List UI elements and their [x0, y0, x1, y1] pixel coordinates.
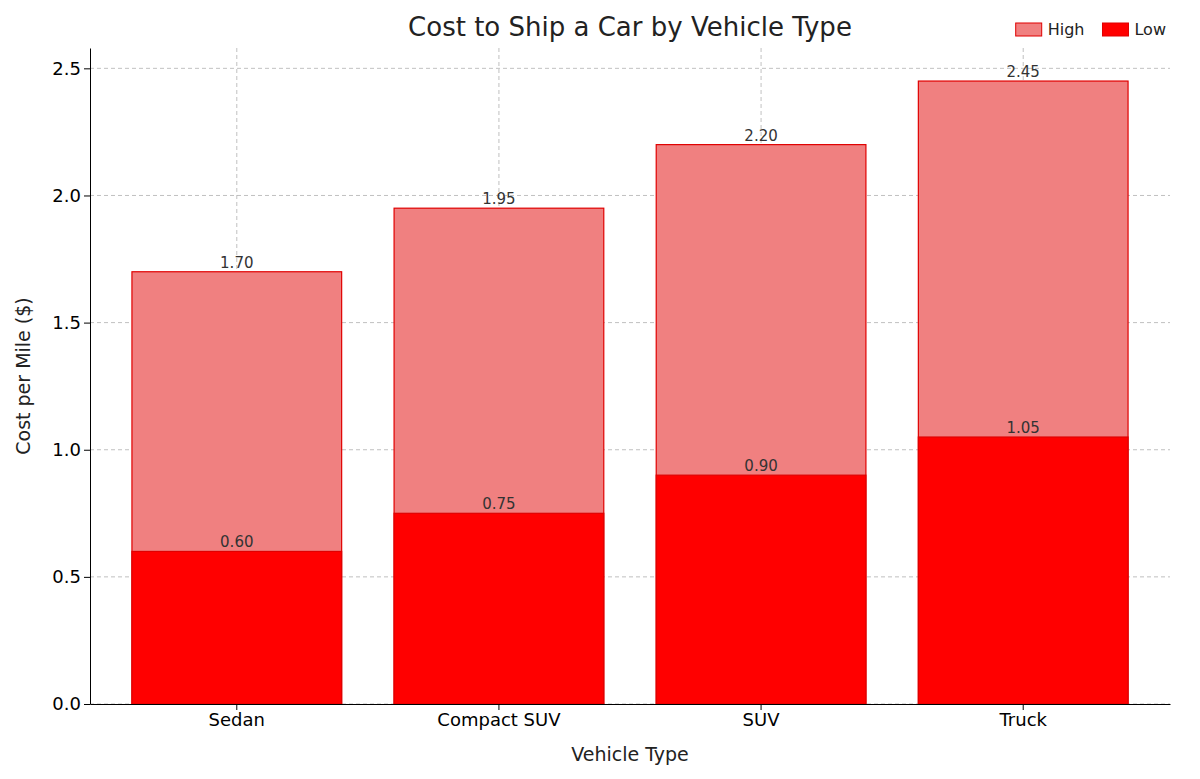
x-tick-label: Compact SUV: [437, 709, 561, 730]
legend: High Low: [1016, 20, 1166, 39]
data-label: 1.05: [1007, 419, 1040, 437]
bar: [656, 475, 866, 704]
bar: [656, 145, 866, 704]
y-tick-label: 2.5: [52, 58, 81, 79]
x-tick-label: Sedan: [209, 709, 265, 730]
y-tick: 2.5: [52, 58, 90, 79]
data-label: 0.90: [744, 457, 777, 475]
x-axis-title: Vehicle Type: [571, 743, 689, 765]
legend-label: Low: [1134, 20, 1166, 39]
y-tick-mark: [84, 704, 90, 705]
y-tick-label: 0.0: [52, 693, 81, 714]
y-tick: 1.0: [52, 439, 90, 460]
bar: [394, 513, 604, 704]
y-tick: 0.5: [52, 566, 90, 587]
y-tick-label: 1.0: [52, 439, 81, 460]
x-tick: Compact SUV: [437, 704, 561, 730]
legend-item: High: [1016, 20, 1085, 39]
x-axis: Sedan Compact SUV SUV Truck: [91, 704, 1171, 730]
x-tick: Sedan: [209, 704, 265, 730]
data-labels: 1.70 1.95 2.20 2.45 0.60 0.75 0.90 1.05: [220, 63, 1040, 551]
data-label: 2.45: [1007, 63, 1040, 81]
y-axis-line: [90, 49, 91, 705]
legend-item: Low: [1102, 20, 1166, 39]
grid: [90, 48, 1170, 704]
y-tick-mark: [84, 68, 90, 69]
bar: [394, 208, 604, 704]
y-axis: 0.0 0.5 1.0 1.5 2.0 2.5: [52, 49, 90, 715]
y-tick-mark: [84, 450, 90, 451]
x-tick-label: Truck: [998, 709, 1047, 730]
data-label: 0.75: [482, 495, 515, 513]
title: Cost to Ship a Car by Vehicle Type: [408, 12, 852, 42]
bar: [918, 437, 1128, 704]
plot: 1.70 1.95 2.20 2.45 0.60 0.75 0.90 1.05 0.0 0.5 1.…: [52, 48, 1170, 730]
data-label: 1.95: [482, 190, 515, 208]
y-tick-label: 1.5: [52, 312, 81, 333]
data-label: 1.70: [220, 254, 253, 272]
bar: [132, 272, 342, 704]
legend-swatch: [1016, 23, 1042, 36]
y-tick: 0.0: [52, 693, 90, 714]
x-tick-label: SUV: [743, 709, 781, 730]
y-tick: 1.5: [52, 312, 90, 333]
y-axis-title: Cost per Mile ($): [12, 297, 34, 454]
x-tick: SUV: [743, 704, 781, 730]
y-tick-label: 2.0: [52, 185, 81, 206]
legend-swatch: [1102, 23, 1128, 36]
data-label: 0.60: [220, 533, 253, 551]
y-tick-mark: [84, 195, 90, 196]
bars: [132, 81, 1128, 704]
y-tick: 2.0: [52, 185, 90, 206]
x-tick: Truck: [998, 704, 1047, 730]
x-axis-line: [91, 704, 1171, 705]
bar: [918, 81, 1128, 704]
y-tick-mark: [84, 577, 90, 578]
chart: 1.70 1.95 2.20 2.45 0.60 0.75 0.90 1.05 0.0 0.5 1.…: [0, 0, 1200, 779]
y-tick-label: 0.5: [52, 566, 81, 587]
legend-label: High: [1048, 20, 1085, 39]
bar: [132, 551, 342, 704]
data-label: 2.20: [744, 127, 777, 145]
y-tick-mark: [84, 323, 90, 324]
